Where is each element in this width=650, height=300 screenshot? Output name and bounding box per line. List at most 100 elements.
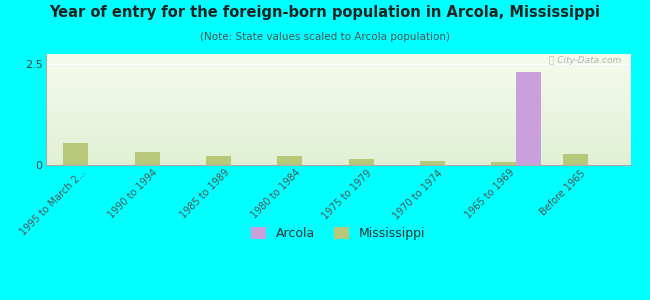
Bar — [46, 137, 630, 138]
Bar — [46, 88, 630, 89]
Bar — [46, 81, 630, 82]
Bar — [563, 154, 588, 165]
Bar — [46, 105, 630, 106]
Bar — [46, 70, 630, 71]
Bar — [46, 102, 630, 103]
Bar — [46, 104, 630, 105]
Bar — [46, 163, 630, 164]
Bar — [46, 117, 630, 119]
Bar — [46, 107, 630, 108]
Text: ⓘ City-Data.com: ⓘ City-Data.com — [549, 56, 621, 65]
Bar — [206, 156, 231, 165]
Bar — [46, 63, 630, 64]
Bar — [46, 135, 630, 136]
Bar — [46, 112, 630, 113]
Bar — [46, 57, 630, 59]
Bar — [46, 108, 630, 110]
Bar — [46, 144, 630, 145]
Bar — [46, 149, 630, 151]
Bar — [46, 91, 630, 92]
Bar — [46, 111, 630, 112]
Bar — [46, 71, 630, 72]
Bar — [46, 83, 630, 84]
Legend: Arcola, Mississippi: Arcola, Mississippi — [246, 222, 430, 245]
Bar — [46, 138, 630, 140]
Bar — [46, 153, 630, 154]
Bar — [491, 162, 516, 165]
Bar — [46, 122, 630, 123]
Bar — [46, 126, 630, 127]
Bar — [46, 141, 630, 142]
Bar — [46, 155, 630, 156]
Bar — [46, 66, 630, 67]
Bar — [516, 72, 541, 165]
Bar — [46, 60, 630, 61]
Bar — [46, 62, 630, 63]
Bar — [46, 146, 630, 147]
Bar — [46, 154, 630, 155]
Bar — [46, 162, 630, 163]
Bar — [46, 125, 630, 126]
Bar — [46, 68, 630, 70]
Bar — [46, 156, 630, 157]
Text: (Note: State values scaled to Arcola population): (Note: State values scaled to Arcola pop… — [200, 32, 450, 41]
Bar — [46, 128, 630, 130]
Bar — [46, 72, 630, 73]
Bar — [46, 157, 630, 158]
Bar — [46, 73, 630, 74]
Bar — [46, 94, 630, 95]
Bar — [46, 55, 630, 56]
Bar — [46, 77, 630, 78]
Bar — [46, 152, 630, 153]
Bar — [46, 121, 630, 122]
Bar — [46, 124, 630, 125]
Bar — [46, 87, 630, 88]
Bar — [46, 147, 630, 148]
Bar — [46, 103, 630, 104]
Bar — [46, 130, 630, 132]
Bar — [46, 56, 630, 57]
Bar — [46, 160, 630, 162]
Bar — [46, 86, 630, 87]
Bar — [46, 89, 630, 91]
Bar — [46, 76, 630, 77]
Bar — [46, 143, 630, 144]
Bar — [46, 75, 630, 76]
Bar — [46, 136, 630, 137]
Bar — [46, 134, 630, 135]
Bar — [46, 115, 630, 116]
Bar — [46, 133, 630, 134]
Bar — [46, 65, 630, 66]
Bar — [46, 54, 630, 55]
Bar — [46, 164, 630, 165]
Bar — [46, 118, 630, 119]
Bar — [46, 140, 630, 141]
Bar — [46, 145, 630, 146]
Bar — [46, 67, 630, 68]
Bar — [420, 161, 445, 165]
Bar — [46, 100, 630, 101]
Bar — [46, 132, 630, 133]
Bar — [46, 64, 630, 65]
Bar — [63, 143, 88, 165]
Bar — [46, 151, 630, 152]
Bar — [46, 61, 630, 62]
Bar — [46, 114, 630, 115]
Bar — [46, 58, 630, 60]
Bar — [46, 80, 630, 81]
Bar — [46, 98, 630, 100]
Bar — [46, 74, 630, 75]
Bar — [46, 85, 630, 86]
Bar — [46, 119, 630, 121]
Bar — [278, 156, 302, 165]
Bar — [46, 110, 630, 111]
Bar — [46, 96, 630, 97]
Bar — [135, 152, 160, 165]
Bar — [46, 148, 630, 149]
Bar — [348, 159, 374, 165]
Bar — [46, 82, 630, 83]
Bar — [46, 127, 630, 128]
Bar — [46, 92, 630, 93]
Bar — [46, 113, 630, 114]
Bar — [46, 100, 630, 102]
